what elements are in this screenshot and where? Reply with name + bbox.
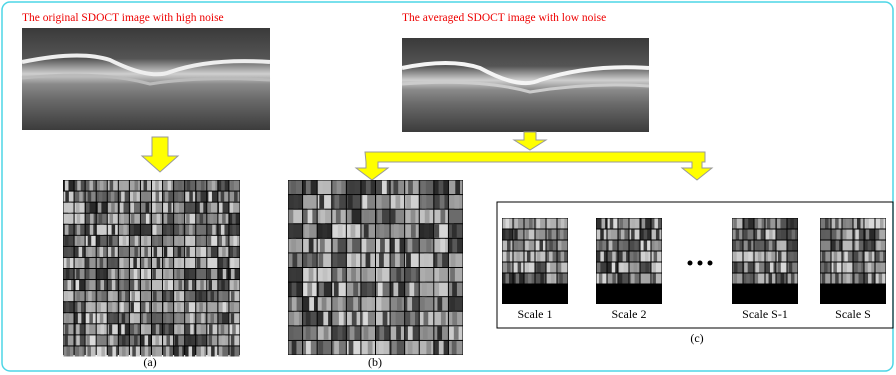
panel-label: (b) [368, 355, 382, 369]
atom-grid [820, 218, 886, 304]
atom-grid [63, 180, 240, 357]
arrows [142, 132, 712, 180]
atom-grid [732, 218, 798, 304]
panel-label: (c) [690, 331, 703, 345]
ellipsis [688, 261, 713, 266]
atom-grid [596, 218, 662, 304]
scale-label: Scale 1 [518, 307, 553, 321]
scale-label: Scale 2 [612, 307, 647, 321]
scale-label: Scale S [835, 307, 871, 321]
atom-grid [502, 218, 568, 304]
caption: The averaged SDOCT image with low noise [402, 12, 606, 24]
oct-image [22, 28, 270, 130]
scale-label: Scale S-1 [742, 307, 788, 321]
atom-grid [288, 180, 463, 355]
oct-image [402, 38, 649, 132]
panel-label: (a) [143, 355, 156, 369]
caption: The original SDOCT image with high noise [22, 12, 224, 24]
dictionaries [63, 180, 886, 357]
figure: The original SDOCT image with high noise… [0, 0, 896, 375]
